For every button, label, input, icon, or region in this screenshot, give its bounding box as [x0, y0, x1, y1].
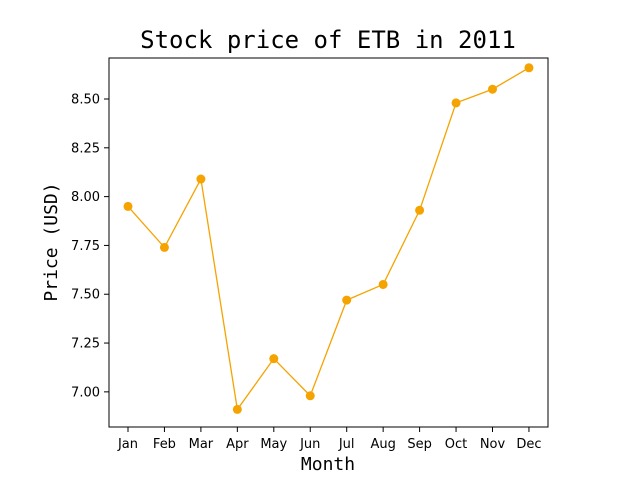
x-tick-label: Aug	[370, 437, 395, 452]
y-tick-label: 8.50	[71, 93, 100, 108]
series-layer	[123, 63, 534, 414]
x-tick-label: Nov	[480, 437, 506, 452]
data-point-jan	[123, 201, 133, 211]
y-tick-label: 8.00	[71, 190, 100, 205]
data-point-sep	[415, 205, 425, 215]
data-point-jul	[342, 295, 352, 305]
data-point-nov	[488, 84, 497, 94]
data-point-feb	[159, 242, 169, 252]
chart-title: Stock price of ETB in 2011	[140, 26, 516, 54]
x-tick-label: Sep	[407, 437, 432, 452]
data-point-dec	[524, 63, 534, 73]
x-tick-label: Apr	[226, 437, 249, 452]
y-axis-label: Price (USD)	[41, 182, 62, 301]
data-point-mar	[196, 174, 206, 184]
plot-frame	[108, 57, 549, 428]
x-tick-label: May	[260, 437, 287, 452]
data-point-apr	[232, 404, 242, 414]
series-line	[127, 67, 530, 412]
x-tick-label: Mar	[189, 437, 214, 452]
x-tick-label: Jul	[338, 437, 355, 452]
data-point-aug	[378, 279, 388, 289]
x-tick-label: Jun	[299, 437, 320, 452]
data-point-jun	[305, 391, 315, 401]
data-point-may	[269, 354, 279, 364]
y-tick-label: 7.25	[71, 337, 100, 352]
x-axis: Jan Feb Mar Apr May Jun Jul Aug Sep Oct Nov Dec	[117, 427, 542, 452]
y-axis: 7.00 7.25 7.50 7.75 8.00 8.25 8.50	[71, 93, 109, 400]
x-axis-label: Month	[301, 454, 355, 475]
x-tick-label: Jan	[117, 437, 138, 452]
y-tick-label: 7.00	[71, 385, 100, 400]
y-tick-label: 8.25	[71, 141, 100, 156]
y-tick-label: 7.50	[71, 288, 100, 303]
data-point-oct	[451, 98, 461, 108]
y-tick-label: 7.75	[71, 239, 100, 254]
x-tick-label: Dec	[516, 437, 541, 452]
x-tick-label: Feb	[153, 437, 176, 452]
x-tick-label: Oct	[445, 437, 467, 452]
